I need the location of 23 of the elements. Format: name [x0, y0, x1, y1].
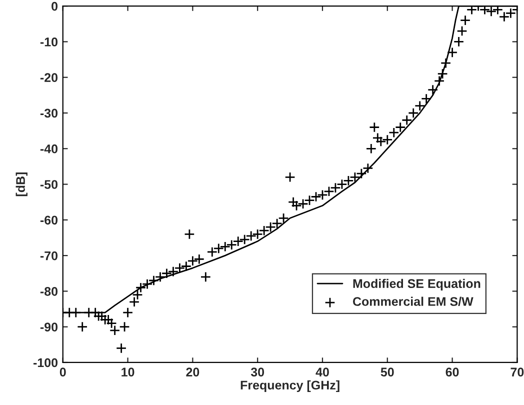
x-tick-label: 40: [316, 368, 329, 377]
y-tick-label: -70: [40, 251, 58, 260]
x-axis-title: Frequency [GHz]: [240, 380, 340, 392]
y-tick-label: -60: [40, 216, 58, 225]
y-tick-label: 0: [52, 2, 58, 11]
x-tick-label: 20: [186, 368, 200, 377]
x-tick-label: 30: [250, 368, 264, 377]
x-tick-label: 60: [446, 368, 459, 377]
y-axis-title: [dB]: [16, 172, 28, 196]
x-tick-label: 70: [510, 368, 524, 377]
y-tick-label: -100: [33, 358, 58, 368]
y-tick-label: -90: [40, 322, 58, 332]
legend-label: Commercial EM S/W: [352, 296, 474, 306]
legend-label: Modified SE Equation: [353, 278, 480, 291]
y-tick-label: -50: [40, 180, 58, 189]
x-tick-label: 0: [60, 368, 66, 377]
y-tick-label: -10: [40, 38, 58, 46]
y-tick-label: -30: [40, 108, 58, 118]
y-tick-label: -40: [40, 144, 58, 154]
x-tick-label: 50: [380, 368, 394, 377]
x-tick-label: 10: [122, 368, 134, 377]
y-tick-label: -80: [40, 286, 58, 296]
y-tick-label: -20: [40, 73, 58, 82]
